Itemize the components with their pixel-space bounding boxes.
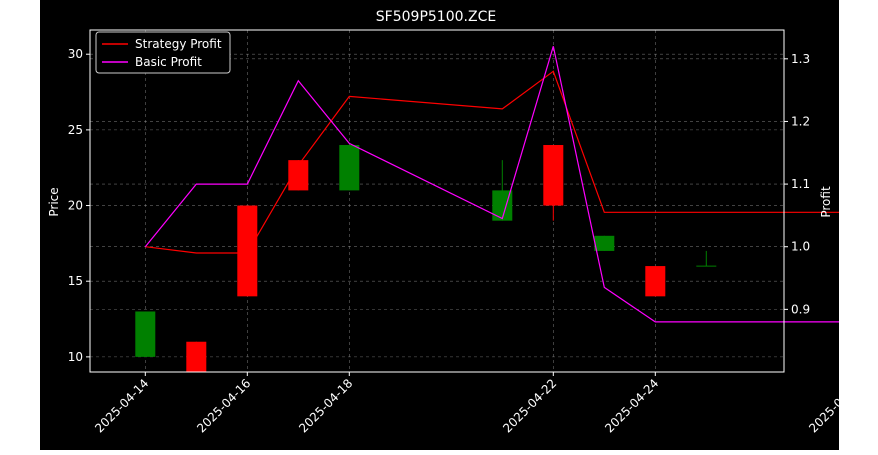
grid (90, 30, 860, 372)
x-tick-label: 2025-04-14 (92, 376, 151, 435)
candle-body (288, 160, 309, 191)
y2-tick-label: 1.2 (791, 114, 810, 128)
candles (135, 31, 870, 372)
chart-svg: 10 15 20 25 30 0.9 1.0 1.1 1.2 1.3 2025-04-14 2025-… (47, 9, 878, 435)
y2-tick-label: 1.1 (791, 177, 810, 191)
y-tick-label: 30 (68, 47, 83, 61)
legend-label-strategy: Strategy Profit (135, 37, 222, 51)
y-tick-label: 10 (68, 350, 83, 364)
candle-body (339, 145, 360, 191)
chart-figure: 10 15 20 25 30 0.9 1.0 1.1 1.2 1.3 2025-04-14 2025-… (40, 0, 878, 450)
legend-label-basic: Basic Profit (135, 55, 202, 69)
y2-tick-label: 1.0 (791, 240, 810, 254)
candle-body (135, 311, 156, 357)
candle-body (594, 235, 615, 251)
y-tick-label: 15 (68, 274, 83, 288)
x-tick-label: 2025-04-18 (296, 376, 355, 435)
x-tick-label: 2025-04-22 (500, 376, 559, 435)
candle-body (186, 341, 207, 372)
profit-lines (144, 46, 878, 337)
basic-profit-line (144, 46, 878, 337)
y2-axis-label: Profit (819, 186, 833, 218)
candle-body (645, 266, 666, 297)
chart-title: SF509P5100.ZCE (376, 9, 496, 25)
plot-frame (89, 29, 785, 373)
candle-body (237, 205, 258, 297)
x-tick-label: 2025-04-24 (602, 376, 661, 435)
x-tick-label: 2025-04-16 (194, 376, 253, 435)
candle-body (492, 190, 513, 221)
y-tick-label: 25 (68, 123, 83, 137)
candle-body (543, 145, 564, 206)
y-axis-label: Price (47, 187, 61, 216)
y2-tick-label: 0.9 (791, 302, 810, 316)
x-tick-label: 2025-04-28 (806, 376, 839, 435)
y-tick-label: 20 (68, 199, 83, 213)
legend-box (95, 31, 231, 74)
y2-tick-label: 1.3 (791, 52, 810, 66)
legend: Strategy Profit Basic Profit (95, 31, 231, 74)
